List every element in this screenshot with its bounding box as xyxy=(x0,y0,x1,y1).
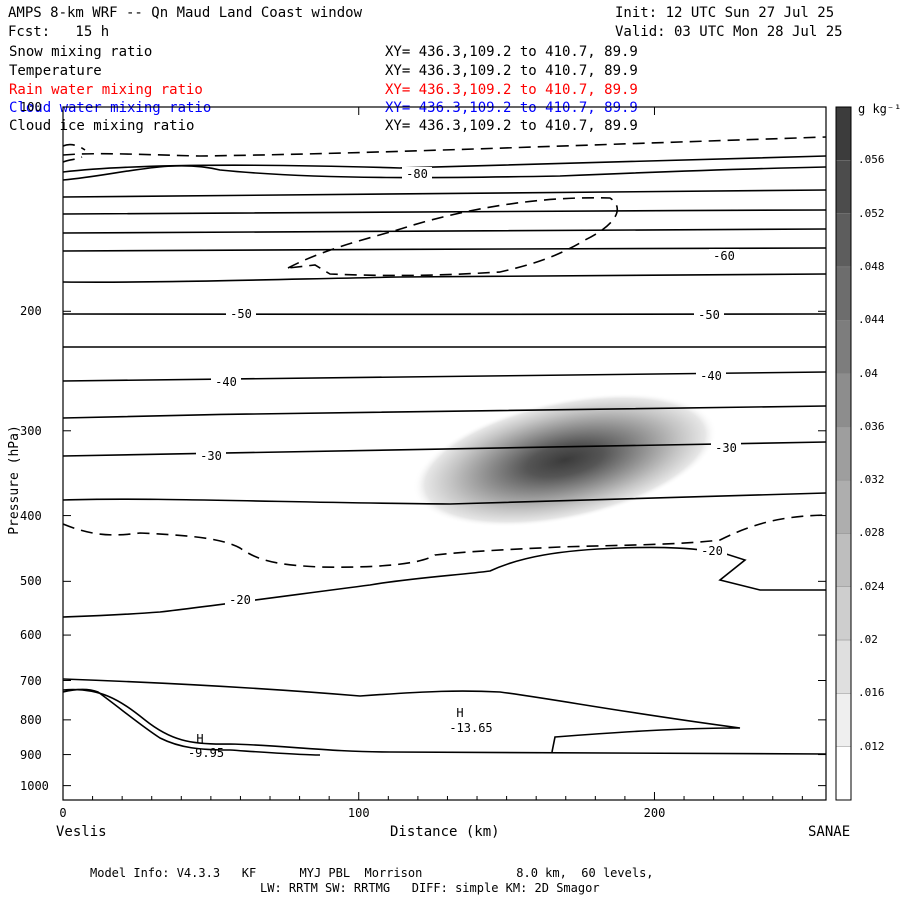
colorbar-band xyxy=(835,373,852,428)
colorbar-label: .048 xyxy=(858,259,885,273)
colorbar-label: .02 xyxy=(858,633,878,647)
colorbar-band xyxy=(835,426,852,481)
contour-label-minus50-left: -50 xyxy=(230,307,252,321)
colorbar-band xyxy=(835,693,852,747)
cloud-ice-contours xyxy=(63,136,826,568)
colorbar-band xyxy=(835,746,852,801)
colorbar-band xyxy=(835,533,852,587)
y-tick-label: 700 xyxy=(20,673,42,688)
axis-ticks xyxy=(62,106,826,800)
contour-label-minus80: -80 xyxy=(406,167,428,181)
model-info-line1: Model Info: V4.3.3 KF MYJ PBL Morrison 8… xyxy=(90,866,654,880)
legend-xy-rain: XY= 436.3,109.2 to 410.7, 89.9 xyxy=(385,82,638,98)
contour-label-minus60: -60 xyxy=(713,249,735,263)
colorbar-label: .036 xyxy=(858,419,885,433)
contour-label-minus40-left: -40 xyxy=(215,375,237,389)
colorbar-label: .056 xyxy=(858,153,885,167)
legend-name-temperature: Temperature xyxy=(9,63,102,79)
y-tick-label: 400 xyxy=(20,508,42,523)
y-tick-label: 600 xyxy=(20,628,42,643)
colorbar-frame xyxy=(835,106,852,801)
high-marker-mid: H xyxy=(456,706,463,720)
colorbar-label: .052 xyxy=(858,206,885,220)
colorbar-band xyxy=(835,106,852,161)
colorbar-label: .028 xyxy=(858,526,885,540)
colorbar-unit: g kg⁻¹ xyxy=(858,102,900,116)
y-tick-label: 900 xyxy=(20,747,42,762)
colorbar-band xyxy=(835,266,852,321)
y-tick-label: 800 xyxy=(20,712,42,727)
forecast-hour: Fcst: 15 h xyxy=(8,24,110,40)
y-tick-label: 1000 xyxy=(20,778,49,793)
y-axis-label: Pressure (hPa) xyxy=(6,425,22,535)
y-tick-label: 200 xyxy=(20,304,42,319)
plot-frame xyxy=(62,106,827,801)
colorbar-band xyxy=(835,639,852,694)
colorbar-label: .032 xyxy=(858,473,885,487)
model-info-line2: LW: RRTM SW: RRTMG DIFF: simple KM: 2D S… xyxy=(260,881,600,895)
colorbar-label: .04 xyxy=(858,366,878,380)
snow-mixing-ratio-shading xyxy=(412,393,718,527)
legend-xy-cloud-water: XY= 436.3,109.2 to 410.7, 89.9 xyxy=(385,100,638,116)
chart-title: AMPS 8-km WRF -- Qn Maud Land Coast wind… xyxy=(8,5,363,21)
contour-label-minus20-right: -20 xyxy=(701,544,723,558)
x-axis-label: Distance (km) xyxy=(390,824,500,840)
legend-xy-snow: XY= 436.3,109.2 to 410.7, 89.9 xyxy=(385,44,638,60)
colorbar-label: .012 xyxy=(858,739,885,753)
high-marker-left: H xyxy=(196,732,203,746)
high-value-mid: -13.65 xyxy=(449,721,492,735)
colorbar-band xyxy=(835,213,852,268)
colorbar-band xyxy=(835,320,852,374)
legend-xy-temperature: XY= 436.3,109.2 to 410.7, 89.9 xyxy=(385,63,638,79)
contour-label-minus30-left: -30 xyxy=(200,449,222,463)
high-value-left: -9.95 xyxy=(188,746,224,760)
x-tick-label: 200 xyxy=(643,806,666,820)
colorbar-label: .024 xyxy=(858,579,885,593)
legend-name-snow: Snow mixing ratio xyxy=(9,44,153,60)
legend-xy-cloud-ice: XY= 436.3,109.2 to 410.7, 89.9 xyxy=(385,118,638,134)
colorbar-label: .044 xyxy=(858,313,885,327)
x-tick-label: 0 xyxy=(59,806,67,820)
temperature-labels: -80 -60 -50 -50 -40 -40 -30 -30 -20 -20 xyxy=(196,167,741,607)
left-endpoint-label: Veslis xyxy=(56,824,107,840)
valid-time: Valid: 03 UTC Mon 28 Jul 25 xyxy=(615,24,843,40)
contour-label-minus40-right: -40 xyxy=(700,369,722,383)
init-time: Init: 12 UTC Sun 27 Jul 25 xyxy=(615,5,835,21)
x-tick-label: 100 xyxy=(347,806,370,820)
contour-label-minus30-right: -30 xyxy=(715,441,737,455)
lower-contours xyxy=(63,678,826,756)
y-tick-label: 500 xyxy=(20,574,42,589)
y-tick-label: 300 xyxy=(20,423,42,438)
legend-name-rain: Rain water mixing ratio xyxy=(9,82,203,98)
legend-name-cloud-ice: Cloud ice mixing ratio xyxy=(9,118,195,134)
colorbar-label: .016 xyxy=(858,686,885,700)
colorbar-band xyxy=(835,160,852,214)
right-endpoint-label: SANAE xyxy=(808,824,851,840)
contour-label-minus50-right: -50 xyxy=(698,308,720,322)
colorbar-band xyxy=(835,479,852,534)
colorbar xyxy=(835,106,852,801)
y-tick-label: 100 xyxy=(20,100,42,114)
legend-name-cloud-water: Cloud water mixing ratio xyxy=(9,100,212,116)
colorbar-band xyxy=(835,586,852,641)
contour-label-minus20-left: -20 xyxy=(229,593,251,607)
